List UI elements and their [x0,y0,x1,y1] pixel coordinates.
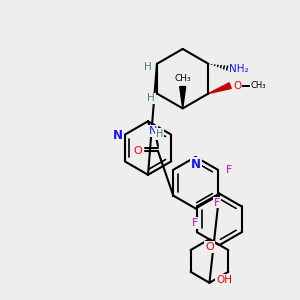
Text: H: H [147,94,155,103]
Text: F: F [192,218,198,228]
Text: OH: OH [216,275,232,285]
Text: F: F [214,197,220,208]
Text: O: O [233,81,241,91]
Text: CH₃: CH₃ [174,74,191,83]
Text: F: F [226,165,232,175]
Polygon shape [208,83,231,94]
Text: H: H [144,62,152,72]
Text: N: N [149,126,157,136]
Text: N: N [113,129,123,142]
Text: N: N [190,158,201,171]
Text: CH₃: CH₃ [250,81,266,90]
Polygon shape [180,87,186,108]
Text: NH₂: NH₂ [229,64,249,74]
Text: O: O [134,146,142,156]
Text: H: H [156,129,164,139]
Text: O: O [205,242,214,252]
